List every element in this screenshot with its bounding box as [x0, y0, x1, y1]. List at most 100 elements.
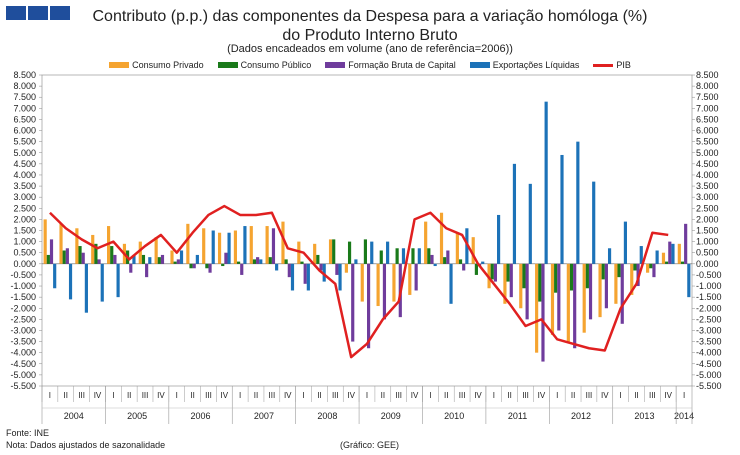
bar-consumo-privado	[186, 223, 190, 264]
x-quarter-label: III	[142, 391, 149, 400]
legend-item-consumo-publico: Consumo Público	[217, 60, 311, 70]
x-quarter-label: I	[493, 391, 495, 400]
y-tick-label-right: 0.000	[696, 259, 719, 269]
bar-exportacoes	[639, 246, 643, 264]
bar-fbcf	[224, 252, 228, 264]
bar-consumo-publico	[94, 243, 98, 264]
x-quarter-label: III	[205, 391, 212, 400]
bar-fbcf	[351, 263, 355, 342]
y-tick-label-right: -1.000	[696, 281, 722, 291]
y-tick-label-right: -1.500	[696, 292, 722, 302]
legend-swatch	[109, 62, 130, 68]
bar-consumo-publico	[585, 263, 589, 289]
bar-consumo-privado	[43, 219, 47, 264]
legend-label: Exportações Líquidas	[492, 60, 580, 70]
bar-consumo-privado	[503, 263, 507, 304]
bar-fbcf	[49, 239, 54, 264]
bar-fbcf	[271, 228, 276, 264]
bar-fbcf	[208, 263, 212, 273]
x-year-label: 2008	[317, 411, 337, 421]
bar-consumo-publico	[538, 263, 542, 302]
bar-consumo-publico	[522, 263, 526, 289]
x-quarter-label: I	[302, 391, 304, 400]
y-tick-label-right: 3.000	[696, 192, 719, 202]
y-tick-label-left: 0.500	[13, 248, 36, 258]
legend-swatch	[325, 62, 346, 68]
legend-swatch	[217, 62, 238, 68]
y-tick-label-left: -5.500	[10, 381, 36, 391]
bar-consumo-privado	[519, 263, 523, 309]
bar-consumo-privado	[202, 228, 206, 264]
bar-exportacoes	[417, 248, 421, 264]
bar-exportacoes	[227, 232, 231, 264]
y-tick-label-right: 6.000	[696, 126, 719, 136]
x-quarter-label: II	[444, 391, 448, 400]
bar-fbcf	[81, 252, 85, 264]
bar-fbcf	[446, 250, 450, 264]
bar-consumo-privado	[535, 263, 539, 353]
bar-fbcf	[367, 263, 371, 349]
bar-fbcf	[176, 259, 180, 264]
bar-fbcf	[462, 263, 466, 271]
y-tick-label-left: 2.000	[13, 214, 36, 224]
bar-fbcf	[509, 263, 513, 298]
bar-consumo-privado	[360, 263, 364, 302]
y-tick-label-left: 2.500	[13, 203, 36, 213]
bar-fbcf	[541, 263, 545, 362]
y-tick-label-left: 7.500	[13, 92, 36, 102]
bar-exportacoes	[211, 230, 215, 264]
bar-consumo-publico	[569, 263, 574, 291]
bar-exportacoes	[243, 226, 247, 264]
legend-item-pib: PIB	[593, 60, 631, 70]
bar-exportacoes	[386, 241, 390, 264]
bar-fbcf	[192, 263, 196, 269]
bar-exportacoes	[259, 259, 263, 264]
y-tick-label-right: 5.500	[696, 137, 719, 147]
footer-source: Fonte: INE	[6, 428, 50, 438]
bar-consumo-privado	[281, 221, 285, 264]
x-year-label: 2010	[444, 411, 464, 421]
bar-exportacoes	[116, 263, 120, 298]
bar-consumo-publico	[237, 261, 241, 264]
y-tick-label-left: 5.500	[13, 137, 36, 147]
bar-consumo-privado	[630, 263, 634, 295]
x-quarter-label: II	[127, 391, 131, 400]
bar-fbcf	[557, 263, 561, 331]
bar-consumo-publico	[110, 246, 114, 264]
bar-fbcf	[319, 263, 323, 271]
x-quarter-label: IV	[157, 391, 165, 400]
bar-exportacoes	[576, 141, 580, 264]
bar-consumo-privado	[75, 228, 79, 264]
x-quarter-label: IV	[601, 391, 609, 400]
bar-consumo-publico	[649, 263, 653, 269]
bar-exportacoes	[655, 250, 659, 264]
bar-consumo-privado	[297, 241, 301, 264]
bar-exportacoes	[84, 263, 88, 313]
y-tick-label-left: 4.500	[13, 159, 36, 169]
x-year-label: 2013	[634, 411, 654, 421]
y-tick-label-left: -2.000	[10, 303, 36, 313]
bar-consumo-publico	[300, 261, 304, 264]
x-year-label: 2012	[571, 411, 591, 421]
bar-consumo-publico	[62, 250, 66, 264]
bar-consumo-privado	[328, 239, 333, 264]
y-tick-label-right: 8.000	[696, 81, 719, 91]
y-tick-label-left: -3.000	[10, 325, 36, 335]
bar-consumo-publico	[411, 248, 415, 264]
bar-fbcf	[145, 263, 149, 278]
bar-fbcf	[620, 263, 624, 324]
bar-exportacoes	[354, 259, 358, 264]
x-quarter-label: III	[78, 391, 85, 400]
x-quarter-label: I	[620, 391, 622, 400]
bar-consumo-publico	[490, 263, 494, 280]
logo-block	[28, 6, 48, 20]
bar-consumo-privado	[313, 243, 317, 264]
legend-label: PIB	[616, 60, 631, 70]
bar-exportacoes	[290, 263, 295, 291]
chart-title-line-2: do Produto Interno Bruto	[282, 27, 458, 44]
x-quarter-label: III	[332, 391, 339, 400]
y-tick-label-left: -4.000	[10, 348, 36, 358]
bar-fbcf	[97, 259, 101, 264]
x-quarter-label: III	[649, 391, 656, 400]
bar-exportacoes	[53, 263, 57, 289]
